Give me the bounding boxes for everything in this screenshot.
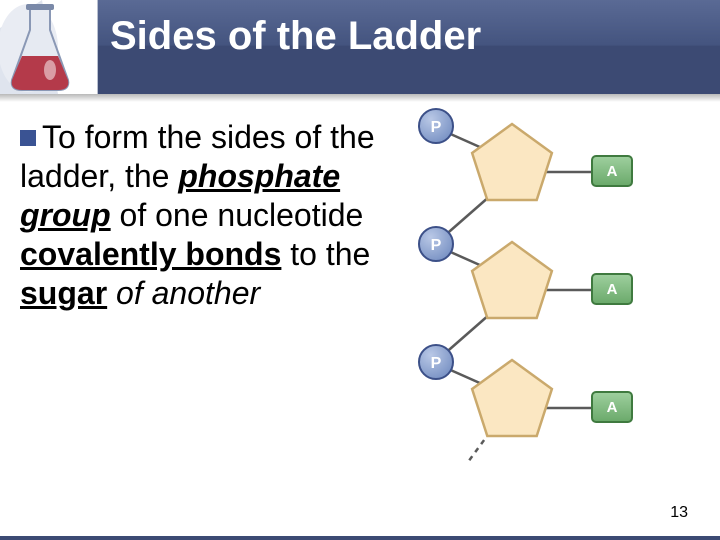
header: Sides of the Ladder	[0, 0, 720, 94]
nucleotide-diagram: P A P A P A	[394, 100, 674, 470]
text-seg-sugar: sugar	[20, 275, 107, 311]
page-number: 13	[670, 504, 688, 522]
slide-title: Sides of the Ladder	[110, 14, 481, 59]
flask-icon	[0, 0, 98, 94]
svg-text:A: A	[607, 281, 618, 298]
footer-line	[0, 536, 720, 540]
svg-text:P: P	[431, 355, 442, 372]
bullet-text: To form the sides of the ladder, the pho…	[20, 118, 380, 313]
svg-text:P: P	[431, 237, 442, 254]
slide-icon-box	[0, 0, 98, 94]
text-seg-5: to the	[281, 236, 370, 272]
text-seg-3: of one nucleotide	[111, 197, 364, 233]
bullet-square-icon	[20, 130, 36, 146]
text-seg-7: of another	[107, 275, 260, 311]
svg-text:P: P	[431, 119, 442, 136]
svg-text:A: A	[607, 399, 618, 416]
text-seg-covalent: covalently bonds	[20, 236, 281, 272]
svg-text:A: A	[607, 163, 618, 180]
